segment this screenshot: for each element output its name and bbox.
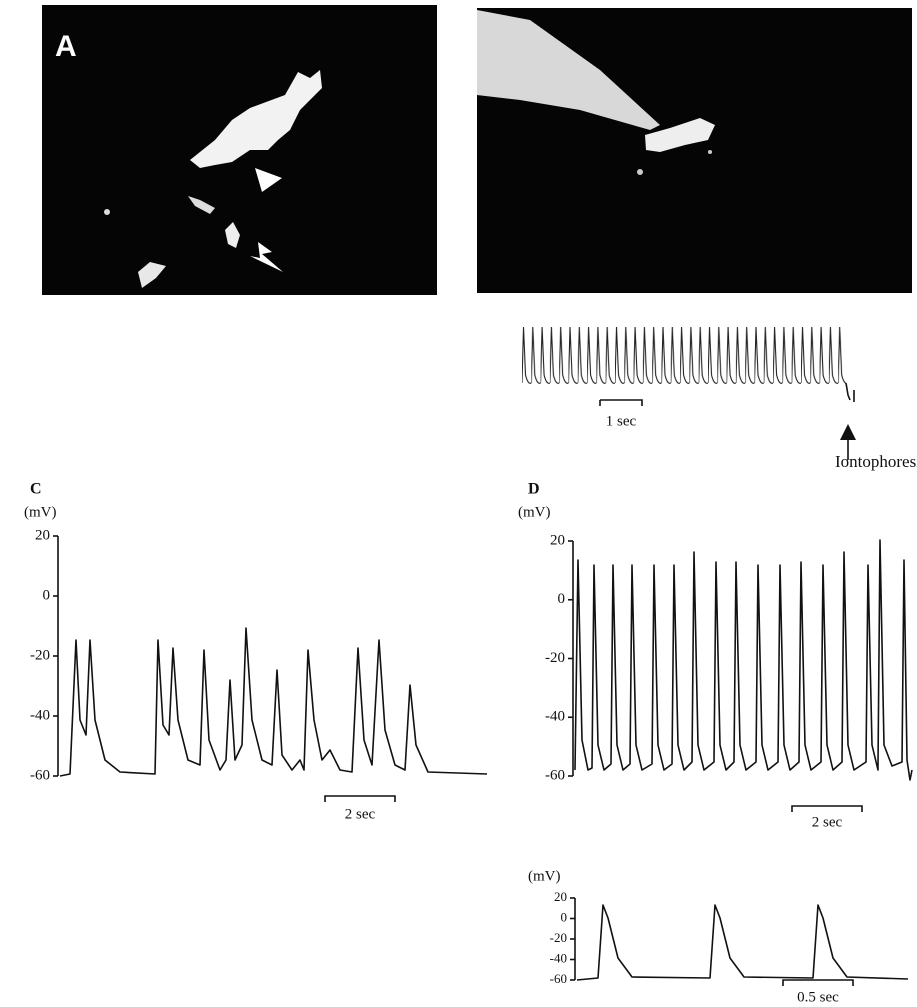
y-tick-label: -40 bbox=[550, 950, 567, 965]
y-tick-label: -40 bbox=[545, 709, 565, 725]
panel-label: A bbox=[55, 30, 77, 63]
y-tick-label: 20 bbox=[554, 889, 567, 904]
y-tick-label: -60 bbox=[545, 767, 565, 783]
y-tick-label: -40 bbox=[30, 707, 50, 723]
trace-b: 1 sec Iontophoresis bbox=[522, 325, 917, 471]
scale-bar-label: 2 sec bbox=[812, 814, 843, 830]
panel-d-inset: (mV) 0.5 sec 20 0 -20 -40 -60 bbox=[528, 868, 909, 1005]
annotation: Iontophoresis bbox=[835, 452, 917, 471]
y-tick-label: -20 bbox=[545, 650, 565, 666]
panel-label: C bbox=[30, 481, 42, 498]
micrograph-a: A bbox=[42, 5, 437, 295]
y-tick-label: 0 bbox=[558, 591, 566, 607]
trace-d bbox=[574, 539, 913, 781]
trace-c bbox=[59, 627, 488, 777]
y-unit: (mV) bbox=[518, 504, 551, 520]
y-tick-label: -60 bbox=[30, 767, 50, 783]
y-unit: (mV) bbox=[24, 504, 57, 520]
panel-label: D bbox=[528, 481, 540, 498]
y-tick-label: 0 bbox=[43, 587, 51, 603]
y-unit: (mV) bbox=[528, 868, 561, 884]
y-tick-label: -20 bbox=[550, 930, 567, 945]
micrograph-b bbox=[477, 8, 912, 293]
scale-bar-label: 1 sec bbox=[606, 413, 637, 429]
scale-bar-label: 2 sec bbox=[345, 806, 376, 822]
y-tick-label: 0 bbox=[561, 909, 568, 924]
trace-d-inset bbox=[576, 904, 909, 981]
y-tick-label: -60 bbox=[550, 971, 567, 986]
y-tick-label: -20 bbox=[30, 647, 50, 663]
y-tick-label: 20 bbox=[550, 532, 565, 548]
panel-d: D (mV) 2 sec 20 0 -20 -40 -60 bbox=[518, 481, 913, 830]
y-tick-label: 20 bbox=[35, 527, 50, 543]
scale-bar-label: 0.5 sec bbox=[797, 989, 839, 1005]
panel-c: C (mV) 2 sec 20 0 -20 -40 -60 bbox=[24, 481, 488, 822]
